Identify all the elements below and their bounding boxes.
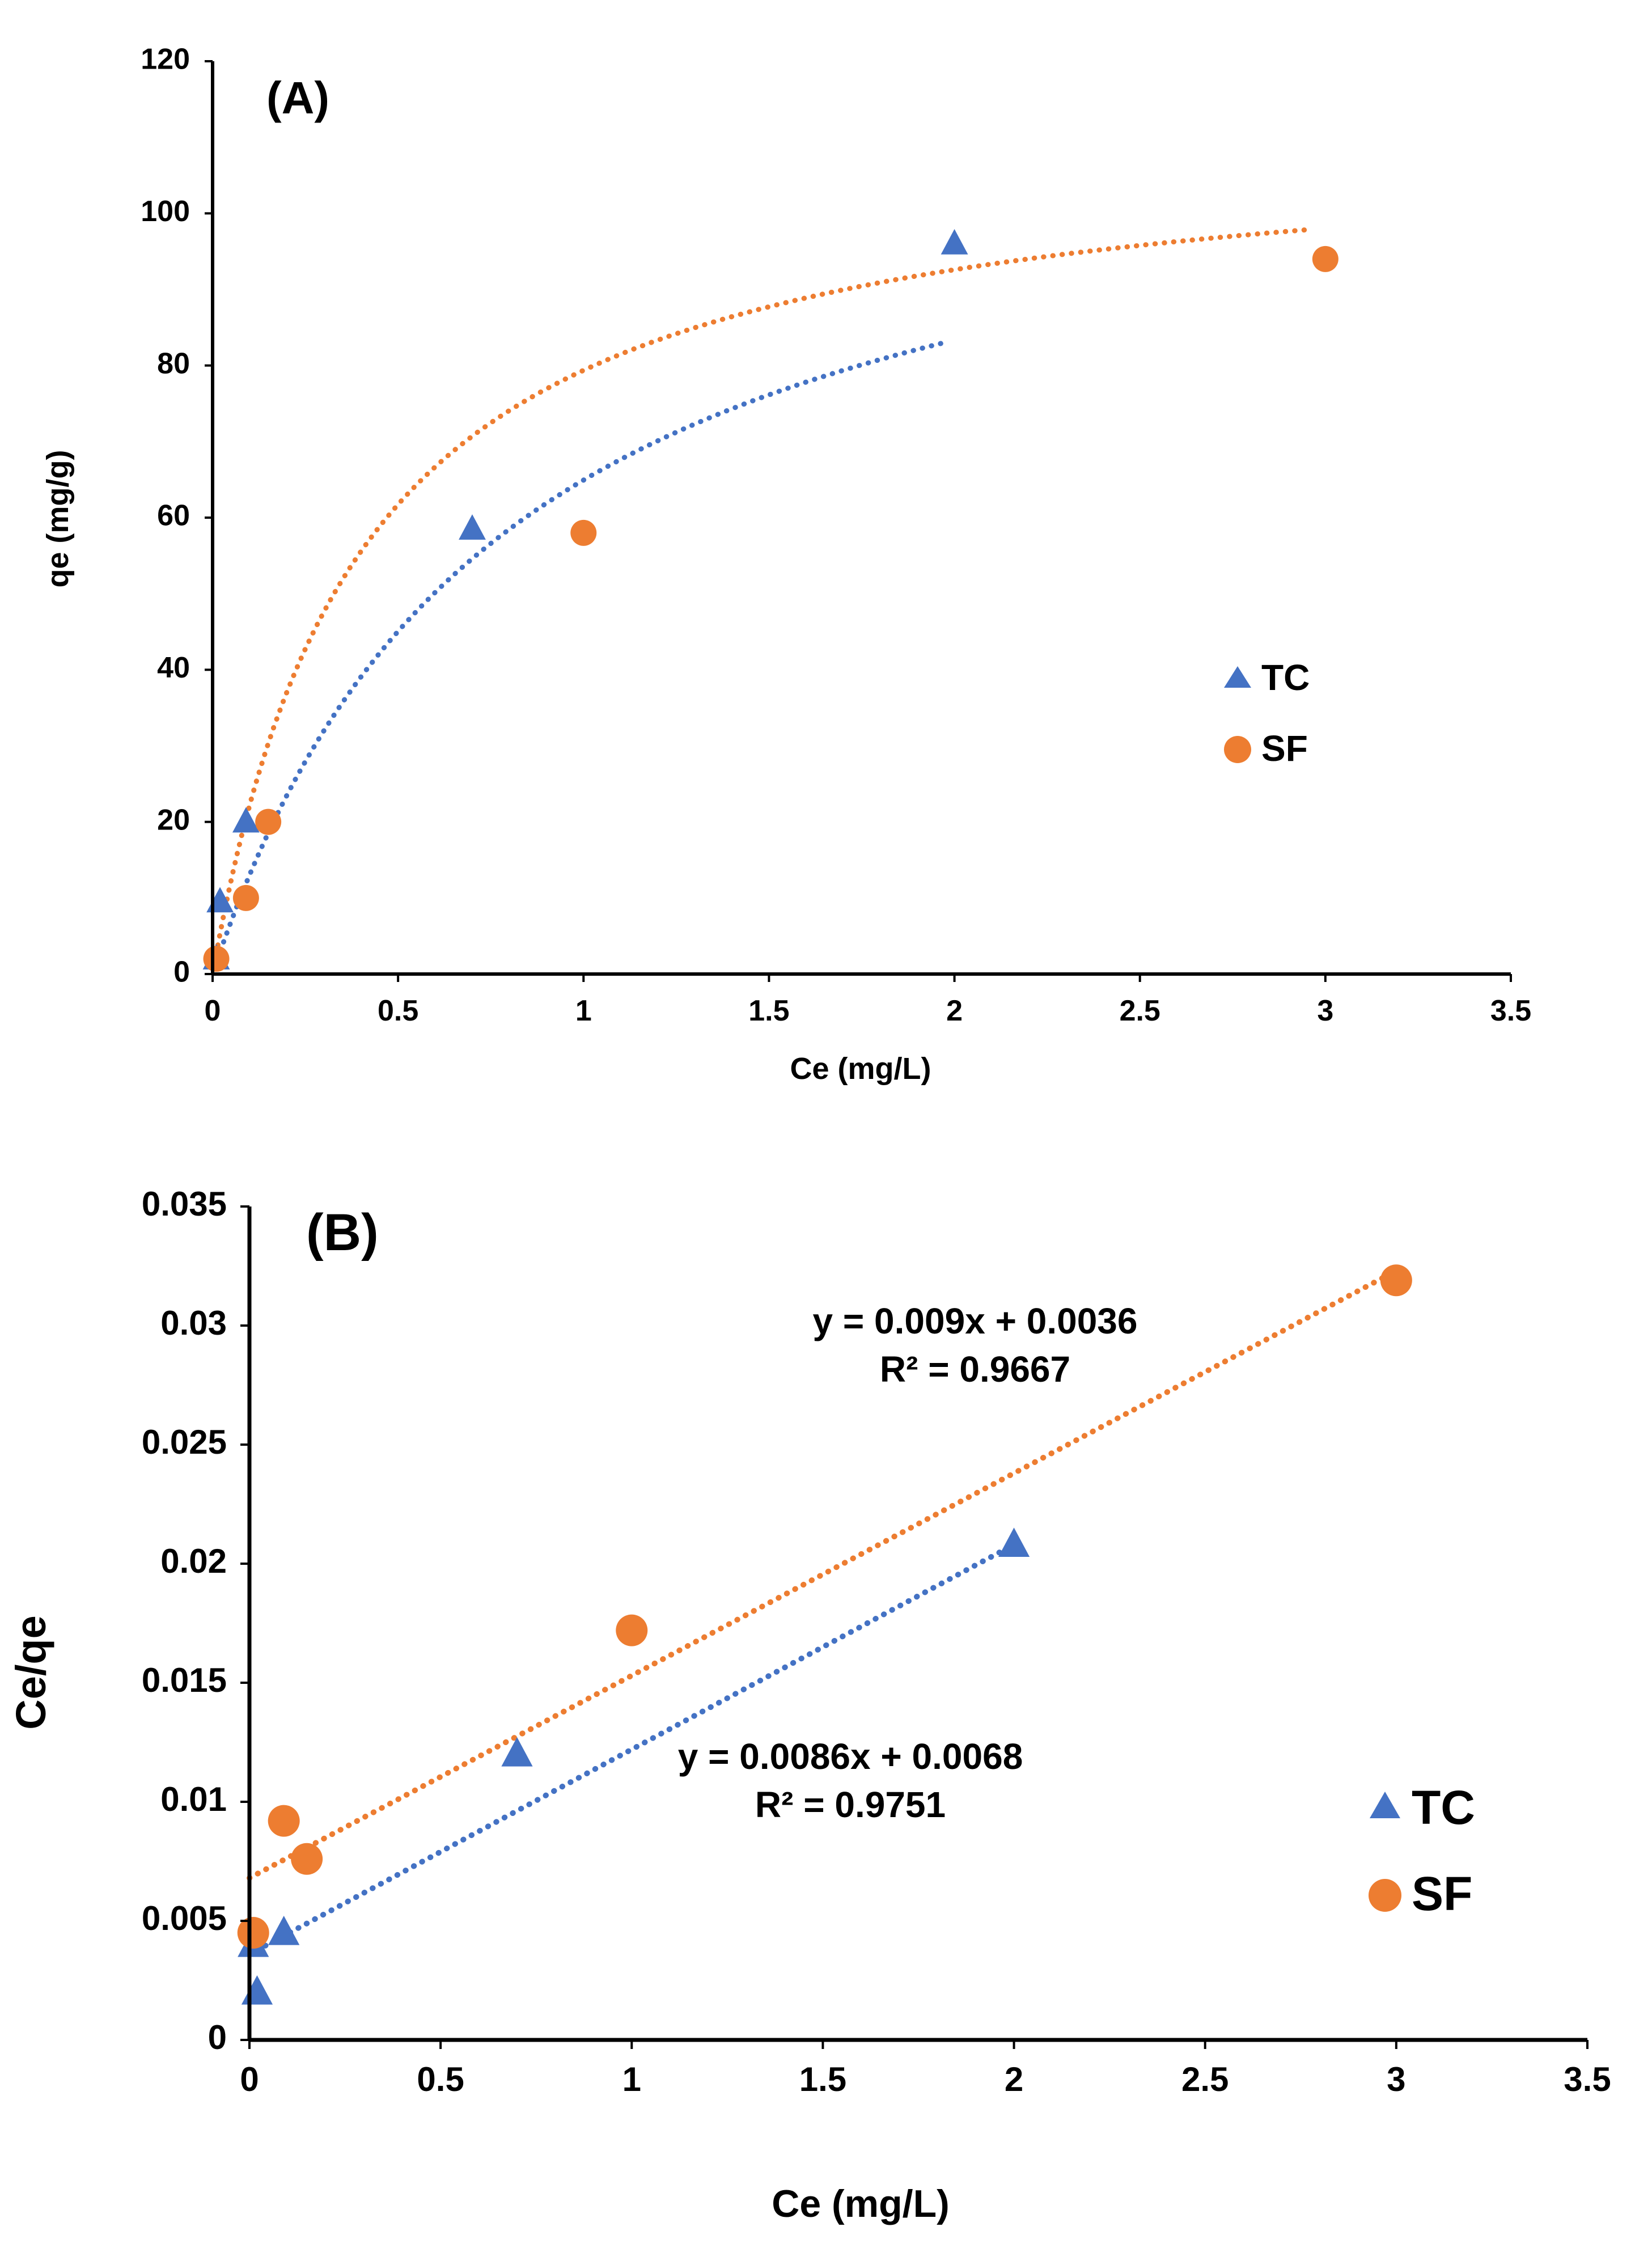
data-point-tc: [232, 807, 260, 833]
data-point-sf: [1380, 1264, 1412, 1297]
x-tick-label: 0: [240, 2060, 259, 2098]
legend-label-sf: SF: [1412, 1867, 1472, 1920]
x-axis-title: Ce (mg/L): [772, 2182, 950, 2225]
trendline-sf: [247, 1272, 1392, 1881]
y-tick-label: 0.03: [160, 1304, 227, 1342]
data-point-tc: [241, 1975, 273, 2005]
y-axis-title: qe (mg/g): [41, 450, 75, 588]
data-point-sf: [237, 1917, 269, 1949]
data-point-tc: [501, 1737, 533, 1767]
x-tick-label: 1.5: [799, 2060, 846, 2098]
data-point-sf: [616, 1614, 648, 1646]
data-point-tc: [268, 1916, 300, 1945]
x-tick-label: 2: [946, 994, 963, 1027]
y-tick-label: 0.035: [142, 1185, 227, 1223]
y-tick-label: 0.01: [160, 1780, 227, 1818]
trendline-equation-tc: y = 0.0086x + 0.0068 R² = 0.9751: [678, 1736, 1023, 1825]
y-tick-label: 0: [208, 2018, 227, 2056]
x-axis-title: Ce (mg/L): [790, 1052, 931, 1086]
x-tick-label: 3.5: [1490, 994, 1531, 1027]
x-tick-label: 2: [1005, 2060, 1023, 2098]
x-tick-label: 2.5: [1181, 2060, 1229, 2098]
y-tick-label: 120: [141, 43, 190, 76]
legend-a: TC SF: [1224, 657, 1310, 769]
trendline-tc: [254, 1546, 1010, 1953]
data-point-sf: [291, 1843, 323, 1875]
legend-triangle-icon: [1224, 666, 1251, 688]
data-point-sf: [203, 946, 230, 972]
x-tick-label: 0: [205, 994, 221, 1027]
data-point-tc: [941, 229, 968, 255]
data-point-sf: [255, 808, 282, 835]
y-tick-label: 100: [141, 195, 190, 228]
legend-label-tc: TC: [1412, 1781, 1475, 1834]
legend-circle-icon: [1369, 1879, 1401, 1912]
panel-label-b: (B): [306, 1204, 379, 1261]
r-squared-text: R² = 0.9667: [880, 1349, 1070, 1390]
equation-text: y = 0.0086x + 0.0068: [678, 1736, 1023, 1777]
panel-label-a: (A): [266, 73, 329, 123]
data-point-sf: [1312, 245, 1338, 272]
y-axis-title: Ce/qe: [7, 1615, 54, 1730]
chart-panel-b: 0 0.5 1 1.5 2 2.5 3 3.5 0 0.005 0.01 0.015 0.02 0.025…: [7, 1185, 1611, 2225]
chart-panel-a: 0 0.5 1 1.5 2 2.5 3 3.5 0 20 40 60 80 100 120 (A) Ce (…: [41, 43, 1531, 1086]
x-tick-label: 3: [1317, 994, 1333, 1027]
legend-item-sf: SF: [1369, 1867, 1472, 1920]
trendline-sf: [211, 227, 1310, 967]
x-tick-label: 0.5: [417, 2060, 464, 2098]
y-tick-label: 0.015: [142, 1661, 227, 1699]
x-tick-label: 3.5: [1564, 2060, 1611, 2098]
x-tick-label: 0.5: [378, 994, 418, 1027]
trendline-equation-sf: y = 0.009x + 0.0036 R² = 0.9667: [813, 1301, 1138, 1390]
y-tick-label: 80: [157, 347, 190, 380]
y-tick-label: 20: [157, 803, 190, 836]
legend-label-tc: TC: [1261, 657, 1310, 698]
legend-item-tc: TC: [1224, 657, 1310, 698]
r-squared-text: R² = 0.9751: [755, 1784, 946, 1825]
legend-item-sf: SF: [1224, 728, 1308, 769]
legend-label-sf: SF: [1261, 728, 1308, 769]
x-tick-label: 1: [622, 2060, 641, 2098]
legend-item-tc: TC: [1370, 1781, 1475, 1834]
legend-circle-icon: [1224, 736, 1251, 763]
x-tick-label: 1.5: [748, 994, 789, 1027]
data-point-sf: [570, 519, 597, 546]
data-point-sf: [232, 884, 259, 911]
x-tick-label: 1: [575, 994, 592, 1027]
legend-b: TC SF: [1369, 1781, 1475, 1920]
y-tick-label: 0.02: [160, 1542, 227, 1580]
legend-triangle-icon: [1370, 1792, 1400, 1818]
x-tick-label: 3: [1387, 2060, 1405, 2098]
data-point-tc: [459, 514, 486, 540]
y-tick-label: 40: [157, 651, 190, 684]
trendline-tc: [211, 339, 950, 971]
y-tick-label: 60: [157, 499, 190, 532]
y-tick-label: 0: [173, 956, 190, 989]
x-tick-label: 2.5: [1120, 994, 1160, 1027]
data-point-tc: [998, 1527, 1030, 1557]
y-tick-label: 0.025: [142, 1423, 227, 1461]
y-tick-label: 0.005: [142, 1899, 227, 1937]
data-point-sf: [268, 1805, 300, 1837]
equation-text: y = 0.009x + 0.0036: [813, 1301, 1138, 1341]
